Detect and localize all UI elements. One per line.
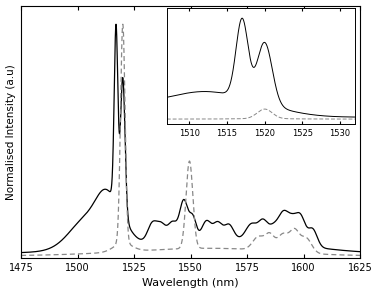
X-axis label: Wavelength (nm): Wavelength (nm) xyxy=(142,278,239,288)
Y-axis label: Normalised Intensity (a.u): Normalised Intensity (a.u) xyxy=(6,64,15,200)
